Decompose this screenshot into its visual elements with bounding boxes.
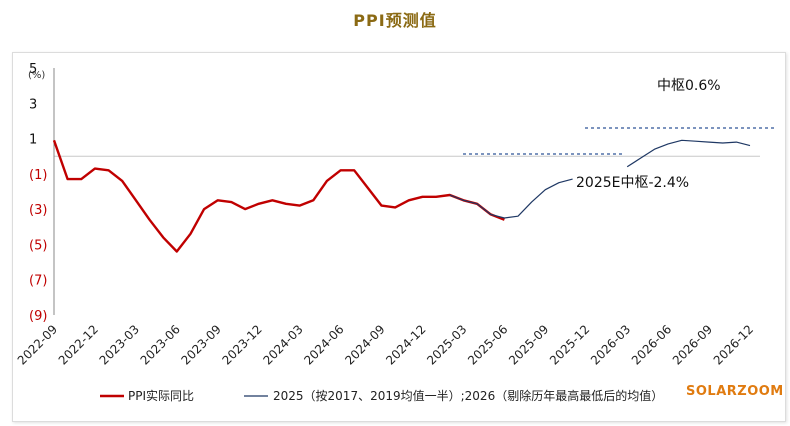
- x-tick-label: 2024-06: [301, 322, 346, 367]
- y-tick-label: (3): [29, 203, 47, 218]
- x-tick-label: 2024-12: [383, 322, 428, 367]
- legend-label-actual: PPI实际同比: [128, 388, 194, 403]
- x-tick-label: 2022-09: [15, 322, 60, 367]
- annotation-2026-center: 中枢0.6%: [657, 78, 721, 94]
- y-tick-label: (1): [29, 168, 47, 183]
- y-tick-label: (5): [29, 238, 47, 253]
- x-tick-label: 2026-06: [629, 322, 674, 367]
- x-tick-label: 2026-09: [670, 322, 715, 367]
- x-tick-label: 2025-06: [465, 322, 510, 367]
- x-tick-label: 2025-12: [547, 322, 592, 367]
- series-line-actual: [52, 139, 505, 253]
- x-tick-label: 2026-03: [588, 322, 633, 367]
- annotation-2025e-center: 2025E中枢-2.4%: [576, 175, 689, 191]
- y-tick-label: (7): [29, 274, 47, 289]
- x-tick-label: 2025-09: [506, 322, 551, 367]
- x-tick-label: 2022-12: [56, 322, 101, 367]
- x-tick-label: 2023-06: [138, 322, 183, 367]
- legend-label-forecast: 2025（按2017、2019均值一半）;2026（剔除历年最高最低后的均值）: [273, 388, 663, 403]
- brand-logo-text: SOLARZOOM: [686, 384, 784, 399]
- x-tick-label: 2024-09: [342, 322, 387, 367]
- x-tick-label: 2023-03: [97, 322, 142, 367]
- chart-frame: [12, 52, 786, 422]
- y-tick-label: 3: [29, 97, 37, 112]
- x-tick-label: 2024-03: [260, 322, 305, 367]
- series-line-forecast: [626, 139, 751, 168]
- y-unit-label: (%): [28, 70, 45, 81]
- y-tick-label: 5: [29, 62, 37, 77]
- y-tick-label: (9): [29, 309, 47, 324]
- x-tick-label: 2026-12: [711, 322, 756, 367]
- chart-title: PPI预测值: [353, 11, 437, 30]
- y-tick-label: 1: [29, 133, 37, 148]
- series-line-forecast: [449, 178, 573, 219]
- x-tick-label: 2023-09: [179, 322, 224, 367]
- x-tick-label: 2023-12: [219, 322, 264, 367]
- x-tick-label: 2025-03: [424, 322, 469, 367]
